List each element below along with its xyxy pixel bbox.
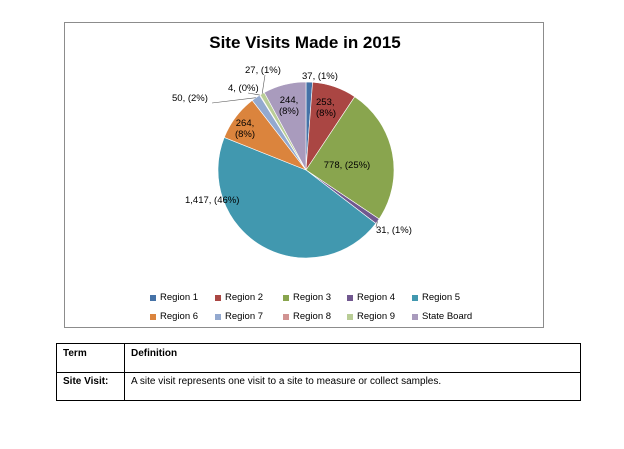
- data-label-region-4: 31, (1%): [376, 225, 412, 236]
- data-label-region-1: 37, (1%): [302, 71, 338, 82]
- data-label-region-6: 264, (8%): [235, 118, 255, 140]
- data-label-region-5: 1,417, (46%): [185, 195, 239, 206]
- pie-slice-region-5: [217, 137, 377, 259]
- data-label-region-7: 50, (2%): [172, 93, 208, 104]
- legend-swatch: [150, 313, 156, 320]
- data-label-region-9: 27, (1%): [245, 65, 281, 76]
- legend-item: Region 5: [412, 292, 460, 303]
- header-term: Term: [57, 344, 125, 372]
- leader-line: [261, 74, 266, 94]
- legend-item: Region 8: [283, 311, 331, 322]
- legend-swatch: [347, 313, 353, 320]
- legend-swatch: [215, 313, 221, 320]
- legend-item: State Board: [412, 311, 472, 322]
- leader-line: [375, 221, 378, 228]
- legend-label: Region 6: [160, 311, 199, 322]
- legend-label: Region 5: [422, 292, 461, 303]
- legend-item: Region 4: [347, 292, 395, 303]
- legend-swatch: [283, 313, 289, 320]
- table-row: Site Visit: A site visit represents one …: [57, 372, 580, 400]
- header-definition: Definition: [131, 348, 178, 359]
- leader-line: [247, 92, 260, 96]
- legend-swatch: [412, 294, 418, 301]
- leader-line: [211, 97, 256, 104]
- pie-slice-state-board: [263, 81, 307, 171]
- legend-label: Region 3: [293, 292, 332, 303]
- legend-label: Region 9: [357, 311, 396, 322]
- legend-swatch: [283, 294, 289, 301]
- legend-label: Region 2: [225, 292, 264, 303]
- legend-swatch: [215, 294, 221, 301]
- legend-label: Region 7: [225, 311, 264, 322]
- pie-chart: 37, (1%) 253, (8%) 778, (25%) 31, (1%) 1,417,…: [172, 65, 412, 259]
- pie-slice-region-3: [305, 96, 395, 220]
- legend-label: Region 8: [293, 311, 332, 322]
- definition-cell: A site visit represents one visit to a s…: [131, 376, 442, 387]
- table-header-row: Term Definition: [57, 344, 580, 373]
- legend-item: Region 2: [215, 292, 263, 303]
- data-label-state-board: 244, (8%): [279, 95, 299, 117]
- term-cell: Site Visit:: [57, 372, 125, 400]
- legend-item: Region 7: [215, 311, 263, 322]
- legend-item: Region 3: [283, 292, 331, 303]
- legend-label: State Board: [422, 311, 473, 322]
- data-label-region-3: 778, (25%): [324, 160, 370, 171]
- chart-title: Site Visits Made in 2015: [209, 33, 401, 52]
- definition-table: Term Definition Site Visit: A site visit…: [56, 343, 581, 401]
- legend-swatch: [347, 294, 353, 301]
- legend-item: Region 6: [150, 311, 198, 322]
- legend-label: Region 4: [357, 292, 396, 303]
- legend-label: Region 1: [160, 292, 199, 303]
- legend-item: Region 9: [347, 311, 395, 322]
- chart-frame: 37, (1%) 253, (8%) 778, (25%) 31, (1%) 1,417,…: [64, 22, 544, 328]
- data-label-region-2: 253, (8%): [316, 97, 336, 119]
- data-label-region-8: 4, (0%): [228, 83, 259, 94]
- legend-item: Region 1: [150, 292, 198, 303]
- legend-swatch: [412, 313, 418, 320]
- legend-swatch: [150, 294, 156, 301]
